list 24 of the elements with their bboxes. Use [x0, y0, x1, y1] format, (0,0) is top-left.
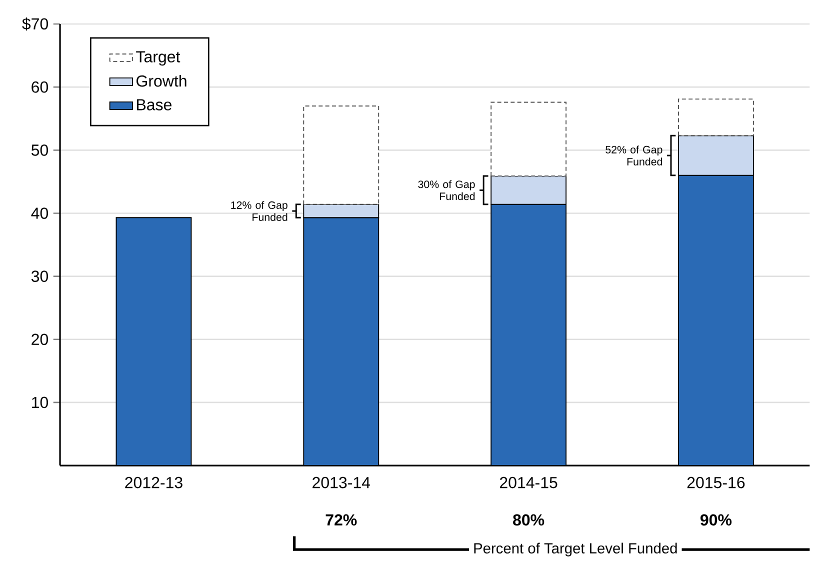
text: 90%	[700, 514, 732, 526]
y-tick-label: 60	[32, 82, 48, 93]
bar	[490, 102, 567, 177]
legend-label: Target	[136, 51, 180, 66]
annotation: 30% of Gap Funded	[418, 180, 475, 200]
annotation: 52% of Gap Funded	[606, 146, 662, 166]
x-tick-label: 2015-16	[687, 477, 745, 488]
bar	[303, 106, 380, 206]
x-tick-label: 2014-15	[500, 477, 558, 488]
y-tick-label: $70	[22, 18, 48, 31]
bar	[678, 98, 754, 136]
y-tick-label: 10	[32, 397, 48, 408]
legend-label: Base	[137, 99, 172, 111]
y-tick-label: 30	[31, 270, 48, 282]
x-tick-label: 2013-14	[312, 477, 370, 488]
legend-label: Growth	[136, 75, 186, 87]
y-tick-label: 40	[31, 208, 48, 220]
x-tick-label: 2012-13	[125, 477, 182, 488]
text: 72%	[326, 514, 357, 526]
y-tick-label: 20	[32, 334, 48, 346]
text: Percent of Target Level Funded	[474, 542, 677, 557]
y-tick-label: 50	[31, 144, 48, 156]
text: 80%	[513, 514, 544, 526]
annotation: 12% of Gap Funded	[231, 201, 288, 222]
